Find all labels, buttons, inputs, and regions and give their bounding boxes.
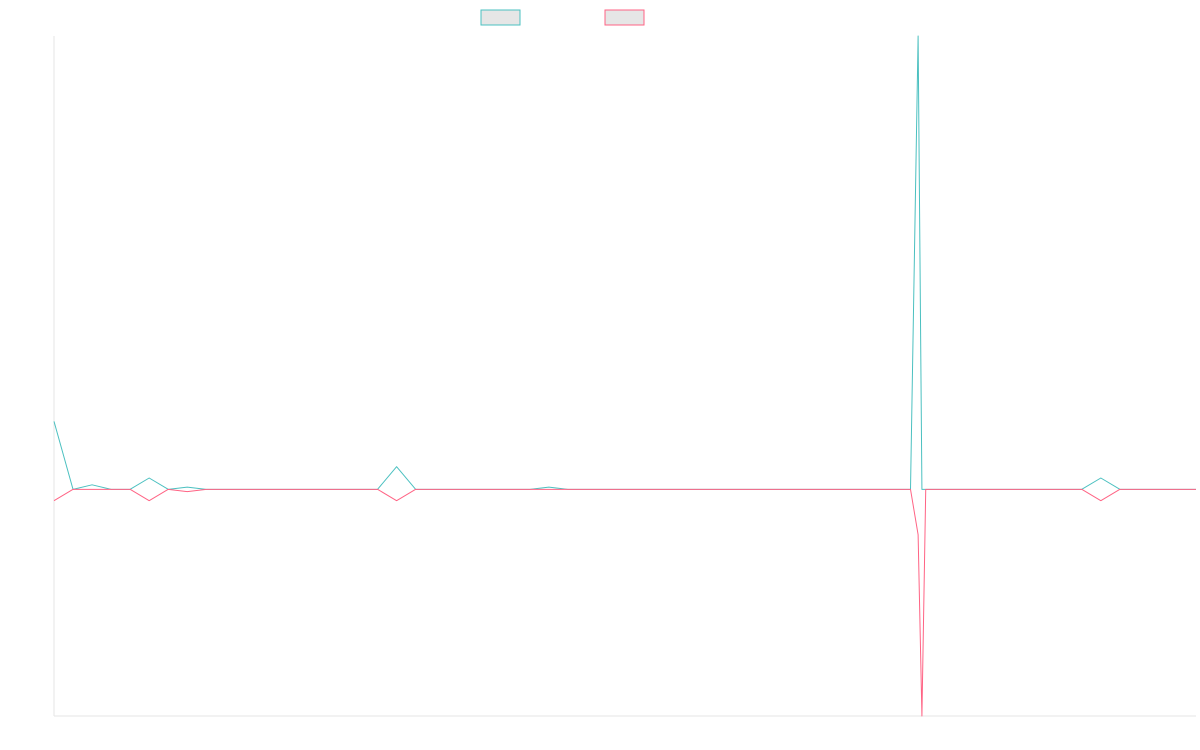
series-line-0 [53, 35, 1196, 490]
legend-swatch-1[interactable] [604, 9, 645, 26]
series-layer [53, 35, 1196, 717]
series-line-1 [53, 488, 1196, 717]
legend [480, 9, 645, 26]
legend-swatch-0[interactable] [480, 9, 521, 26]
